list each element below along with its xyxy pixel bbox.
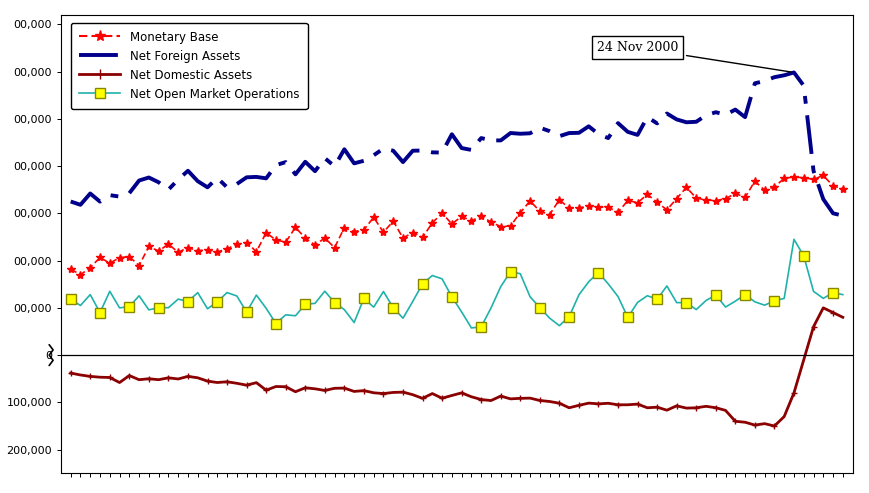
Legend: Monetary Base, Net Foreign Assets, Net Domestic Assets, Net Open Market Operatio: Monetary Base, Net Foreign Assets, Net D… bbox=[70, 23, 308, 109]
Text: 24 Nov 2000: 24 Nov 2000 bbox=[596, 41, 790, 72]
